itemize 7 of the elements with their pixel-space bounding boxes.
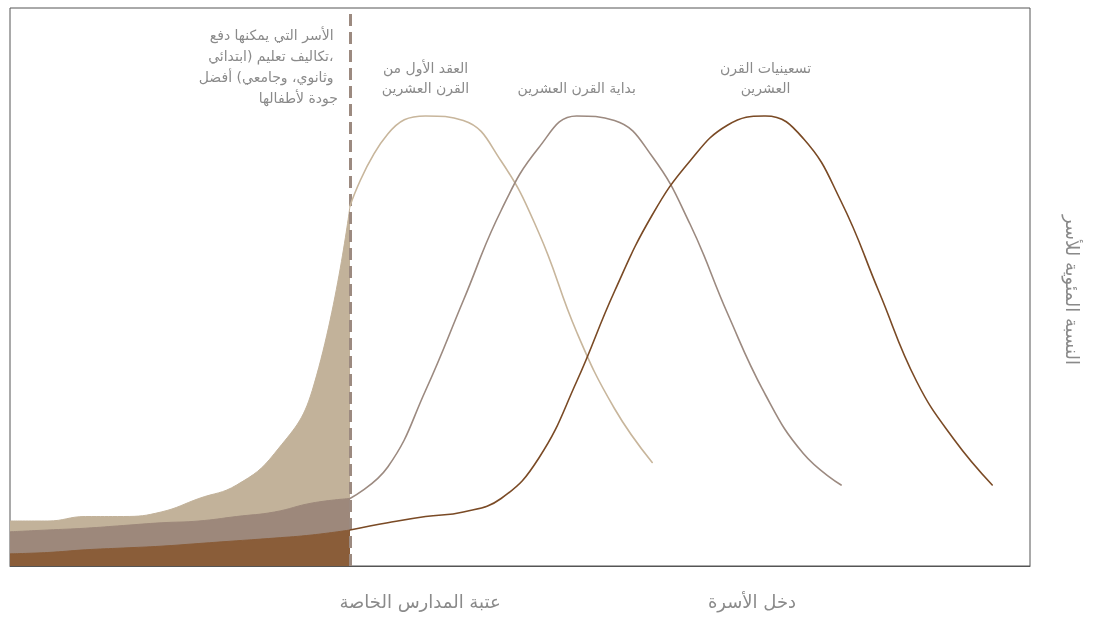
- y-axis-title: النسبة المئوية للأسر: [1060, 213, 1083, 366]
- series-label: بداية القرن العشرين: [517, 80, 636, 97]
- text: الأسر التي يمكنها دفع تكاليف تعليم (ابتدائي، وثانوي، وجامعي) أفضل جودة لأطفالها: [198, 25, 338, 107]
- x-axis-title: دخل الأسرة: [707, 590, 797, 613]
- text: عتبة المدارس الخاصة: [339, 590, 501, 612]
- text: تسعينيات القرن العشرين: [720, 60, 812, 97]
- series-label: العقد الأول من القرن العشرين: [381, 59, 470, 97]
